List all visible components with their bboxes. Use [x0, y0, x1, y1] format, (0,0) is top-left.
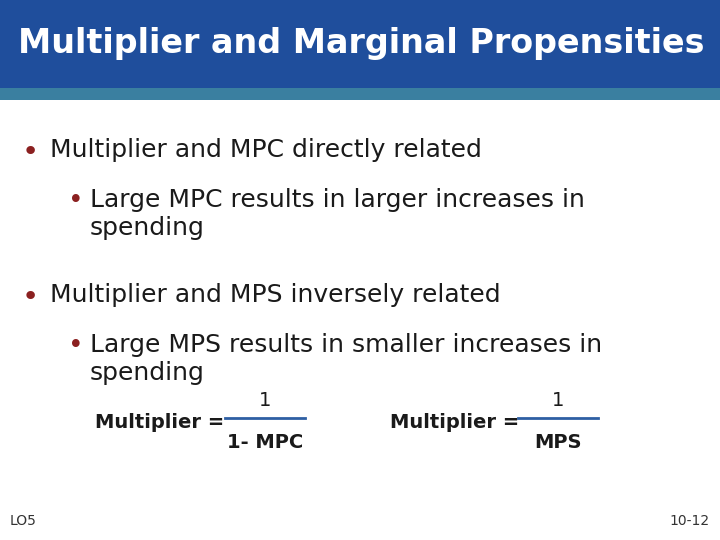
Text: spending: spending [90, 361, 205, 385]
Text: Large MPS results in smaller increases in: Large MPS results in smaller increases i… [90, 333, 602, 357]
Text: 1: 1 [552, 390, 564, 409]
Text: MPS: MPS [534, 433, 582, 451]
Bar [0, 88, 720, 100]
Text: Large MPC results in larger increases in: Large MPC results in larger increases in [90, 188, 585, 212]
Text: Multiplier =: Multiplier = [390, 413, 526, 431]
Text: •: • [68, 188, 84, 214]
Text: •: • [68, 333, 84, 359]
Text: 1- MPC: 1- MPC [227, 433, 303, 451]
Text: •: • [22, 138, 40, 166]
Text: •: • [22, 283, 40, 311]
Bar [0, 0, 720, 88]
Text: Multiplier and MPS inversely related: Multiplier and MPS inversely related [50, 283, 500, 307]
Text: spending: spending [90, 216, 205, 240]
Text: Multiplier and Marginal Propensities: Multiplier and Marginal Propensities [18, 28, 704, 60]
Text: Multiplier and MPC directly related: Multiplier and MPC directly related [50, 138, 482, 162]
Text: 1: 1 [258, 390, 271, 409]
Text: 10-12: 10-12 [670, 514, 710, 528]
Text: LO5: LO5 [10, 514, 37, 528]
Text: Multiplier =: Multiplier = [95, 413, 231, 431]
